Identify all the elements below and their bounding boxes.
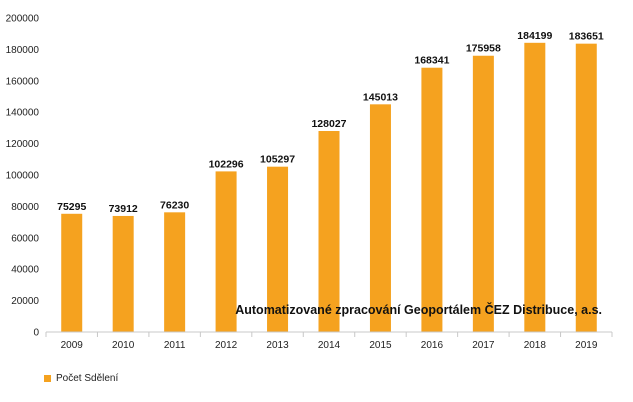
- bar: [421, 67, 443, 333]
- y-tick-label: 180000: [6, 45, 40, 56]
- data-label: 105297: [260, 154, 295, 166]
- data-labels: 75295 73912 76230 102296 105297 128027 145013 1…: [57, 30, 604, 215]
- x-tick-label: 2012: [215, 340, 238, 351]
- data-label: 145013: [363, 91, 398, 103]
- y-axis-ticks: 0 20000 40000 60000 80000 100000 120000 140000 1…: [6, 14, 40, 339]
- data-label: 73912: [109, 203, 138, 215]
- bar: [267, 166, 289, 332]
- legend-label: Počet Sdělení: [56, 373, 119, 384]
- y-tick-label: 200000: [6, 14, 40, 25]
- data-label: 128027: [311, 118, 346, 130]
- bar: [112, 215, 134, 332]
- y-tick-label: 80000: [11, 202, 39, 213]
- legend: Počet Sdělení: [44, 373, 118, 384]
- data-label: 76230: [160, 199, 189, 211]
- chart-annotation: Automatizované zpracování Geoportálem ČE…: [235, 302, 602, 317]
- data-label: 175958: [466, 43, 501, 55]
- y-tick-label: 120000: [6, 139, 40, 150]
- x-tick-label: 2017: [472, 340, 495, 351]
- bar: [472, 55, 494, 332]
- y-tick-label: 100000: [6, 171, 40, 182]
- x-tick-label: 2010: [112, 340, 135, 351]
- y-tick-label: 40000: [11, 265, 39, 276]
- x-tick-label: 2015: [369, 340, 392, 351]
- x-tick-label: 2013: [266, 340, 289, 351]
- bar: [524, 42, 546, 333]
- bars: [61, 42, 597, 333]
- y-tick-label: 160000: [6, 76, 40, 87]
- y-tick-label: 140000: [6, 108, 40, 119]
- bar: [164, 212, 186, 332]
- y-tick-label: 60000: [11, 233, 39, 244]
- data-label: 184199: [517, 30, 552, 42]
- bar: [575, 43, 597, 332]
- legend-swatch: [44, 375, 51, 382]
- bar: [61, 213, 83, 332]
- data-label: 168341: [414, 55, 449, 67]
- y-tick-label: 0: [33, 328, 39, 339]
- x-tick-label: 2011: [164, 340, 186, 351]
- x-tick-label: 2018: [524, 340, 547, 351]
- x-tick-label: 2016: [421, 340, 444, 351]
- data-label: 75295: [57, 201, 86, 213]
- y-tick-label: 20000: [11, 296, 39, 307]
- data-label: 102296: [209, 158, 244, 170]
- bar: [318, 130, 340, 332]
- data-label: 183651: [569, 31, 604, 43]
- bar: [215, 171, 237, 332]
- x-tick-label: 2014: [318, 340, 341, 351]
- x-axis-ticks: 2009 2010 2011 2012 2013 2014 2015 2016 2017 2018…: [45, 332, 613, 351]
- x-tick-label: 2019: [575, 340, 598, 351]
- x-tick-label: 2009: [61, 340, 84, 351]
- bar: [369, 104, 391, 332]
